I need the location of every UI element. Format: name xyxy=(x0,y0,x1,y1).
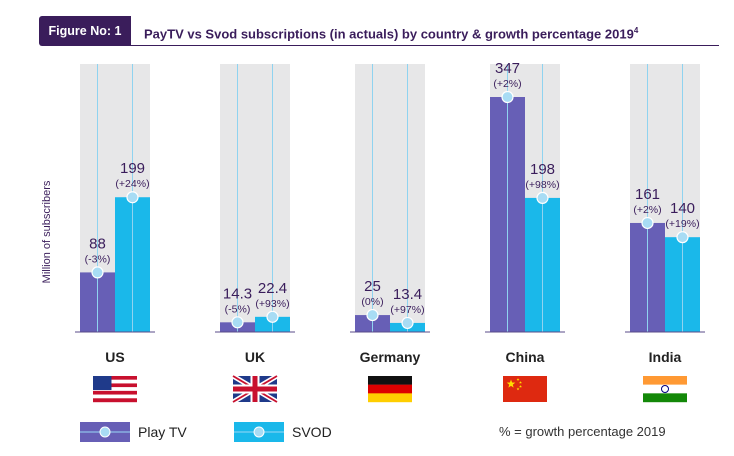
china-flag-small-star xyxy=(519,385,522,388)
value-label-svod-india: 140 xyxy=(670,200,695,217)
category-label-china: China xyxy=(506,349,545,365)
india-flag-band xyxy=(643,393,687,403)
china-flag-small-star xyxy=(516,378,520,381)
figure-title-text: PayTV vs Svod subscriptions (in actuals)… xyxy=(144,26,634,42)
bar-marker-paytv-germany xyxy=(366,308,379,322)
us-flag-stripe xyxy=(93,376,137,380)
china-flag-small-star xyxy=(519,381,522,384)
value-label-paytv-uk: 14.3 xyxy=(223,285,252,302)
growth-label-paytv-us: (-3%) xyxy=(85,253,111,265)
india-flag-icon xyxy=(643,376,687,403)
legend xyxy=(80,422,284,442)
growth-label-paytv-india: (+2%) xyxy=(633,204,661,216)
y-axis-label: Million of subscribers xyxy=(41,180,53,283)
legend-label-svod: SVOD xyxy=(292,424,332,440)
bar-marker-svod-china xyxy=(536,191,549,205)
category-group-germany xyxy=(355,64,425,332)
china-flag-icon xyxy=(503,376,547,402)
bar-marker-paytv-india xyxy=(641,216,654,230)
figure-title: PayTV vs Svod subscriptions (in actuals)… xyxy=(144,16,638,49)
uk-flag-icon xyxy=(231,373,279,405)
category-label-germany: Germany xyxy=(360,349,421,365)
category-group-india xyxy=(630,64,700,332)
value-label-svod-us: 199 xyxy=(120,160,145,177)
bar-marker-paytv-us xyxy=(91,266,104,279)
us-flag-stripe xyxy=(93,390,137,395)
growth-label-svod-us: (+24%) xyxy=(115,178,149,190)
category-label-india: India xyxy=(649,349,682,365)
china-flag-field xyxy=(503,376,547,402)
bar-marker-paytv-uk xyxy=(231,316,244,329)
figure-title-footnote: 4 xyxy=(633,26,639,35)
india-flag-band xyxy=(643,384,687,394)
india-flag-chakra xyxy=(661,385,669,393)
uk-flag-cross-red xyxy=(233,386,277,392)
growth-label-paytv-uk: (-5%) xyxy=(225,303,251,315)
us-flag-stripe xyxy=(93,387,137,392)
us-flag-stripe xyxy=(93,398,137,403)
germany-flag-band xyxy=(368,393,412,403)
value-label-paytv-germany: 25 xyxy=(364,278,381,295)
legend-note: % = growth percentage 2019 xyxy=(499,424,666,439)
growth-label-svod-germany: (+97%) xyxy=(390,304,424,316)
bar-marker-svod-india xyxy=(676,231,689,244)
category-group-china xyxy=(490,64,560,332)
germany-flag-band xyxy=(368,384,412,394)
bar-marker-paytv-china xyxy=(501,90,514,104)
china-flag-small-star xyxy=(516,387,520,391)
figure-header: Figure No: 1 PayTV vs Svod subscriptions… xyxy=(39,16,719,46)
value-label-svod-china: 198 xyxy=(530,161,555,178)
bar-marker-svod-us xyxy=(126,191,139,204)
value-label-paytv-india: 161 xyxy=(635,186,660,203)
germany-flag-band xyxy=(368,376,412,385)
legend-swatch-marker xyxy=(99,426,111,438)
growth-label-svod-india: (+19%) xyxy=(665,218,699,230)
us-flag-stripe xyxy=(93,394,137,399)
category-label-uk: UK xyxy=(245,349,265,365)
value-label-svod-uk: 22.4 xyxy=(258,280,287,297)
us-flag-icon xyxy=(93,376,137,403)
category-group-us xyxy=(80,64,150,332)
growth-label-svod-uk: (+93%) xyxy=(255,298,289,310)
us-flag-stripe xyxy=(93,379,137,384)
value-label-svod-germany: 13.4 xyxy=(393,286,422,303)
category-group-uk xyxy=(220,64,290,332)
us-flag-canton xyxy=(93,376,112,391)
value-label-paytv-china: 347 xyxy=(495,60,520,77)
legend-swatch-marker xyxy=(253,426,265,438)
category-label-us: US xyxy=(105,349,124,365)
india-flag-band xyxy=(643,376,687,385)
figure-badge: Figure No: 1 xyxy=(39,16,131,46)
growth-label-paytv-china: (+2%) xyxy=(493,78,521,90)
legend-label-paytv: Play TV xyxy=(138,424,187,440)
china-flag-star xyxy=(506,379,516,388)
germany-flag-icon xyxy=(368,376,412,403)
bar-marker-svod-uk xyxy=(266,310,279,323)
us-flag-stripe xyxy=(93,383,137,388)
growth-label-svod-china: (+98%) xyxy=(525,179,559,191)
growth-label-paytv-germany: (0%) xyxy=(361,296,383,308)
value-label-paytv-us: 88 xyxy=(89,235,106,252)
header-rule xyxy=(131,44,719,46)
bar-marker-svod-germany xyxy=(401,316,414,330)
